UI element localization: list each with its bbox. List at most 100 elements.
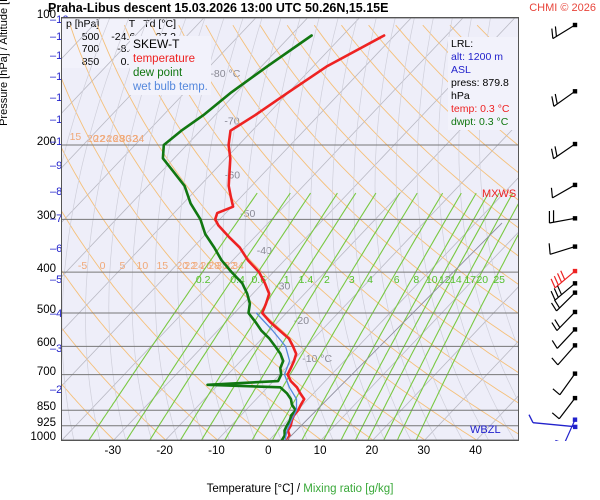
- svg-text:-50: -50: [240, 208, 255, 220]
- wind-barb[interactable]: [550, 141, 578, 160]
- wind-barb[interactable]: [551, 290, 578, 312]
- lrl-dewpoint: dwpt: 0.3 °C: [451, 116, 509, 129]
- wind-barb-staff: [557, 344, 576, 366]
- altitude-tick: –5: [50, 274, 63, 287]
- wind-barb[interactable]: [548, 210, 578, 224]
- wind-barb-point: [572, 22, 578, 28]
- temperature-tick: 30: [417, 445, 431, 457]
- wind-barb[interactable]: [551, 343, 578, 366]
- wind-barb[interactable]: [551, 22, 578, 40]
- wind-barb-flag: [550, 278, 556, 289]
- sounding-curves: [161, 34, 386, 440]
- wind-barb[interactable]: [548, 243, 578, 255]
- altitude-tick: –8: [50, 185, 63, 198]
- svg-text:4: 4: [367, 274, 373, 286]
- wind-barb-flag: [548, 243, 551, 255]
- svg-text:32: 32: [126, 133, 138, 145]
- altitude-tick: –2: [50, 384, 63, 397]
- reference-diagonal: [286, 222, 503, 440]
- wind-barb-staff: [564, 419, 576, 441]
- wind-barb[interactable]: [550, 268, 578, 289]
- wind-barb-point: [572, 290, 578, 295]
- wind-barb[interactable]: [551, 309, 578, 332]
- svg-text:24: 24: [100, 133, 112, 145]
- wind-barb-staff: [559, 373, 576, 396]
- lrl-temperature: temp: 0.3 °C: [451, 103, 510, 116]
- altitude-tick: –7: [50, 213, 63, 226]
- plot-area[interactable]: -80 °C -70 -60 -50 -40 -30 -20 -10 °C 20 22 24 26 28…: [61, 17, 519, 441]
- wind-barb-flag: [551, 28, 554, 39]
- legend-temperature-label: temperature: [133, 52, 196, 65]
- svg-text:22: 22: [184, 260, 196, 272]
- wind-barb[interactable]: [550, 182, 578, 199]
- wind-barb-point: [572, 89, 578, 94]
- table-cell: 850: [81, 55, 100, 68]
- isobar-lines: [62, 18, 518, 440]
- wind-barb-flag: [560, 270, 566, 280]
- svg-text:10: 10: [426, 274, 438, 286]
- svg-text:28: 28: [113, 133, 125, 145]
- svg-text:6: 6: [394, 274, 400, 286]
- wind-barb-flag: [554, 146, 558, 157]
- svg-text:20: 20: [476, 274, 488, 286]
- wind-barb[interactable]: [552, 371, 578, 396]
- wind-barb[interactable]: [555, 417, 578, 441]
- temperature-tick: 40: [469, 445, 482, 457]
- wind-barb-flag: [556, 273, 563, 283]
- wind-barb-mxws[interactable]: [550, 281, 578, 301]
- wind-barb[interactable]: [551, 89, 578, 107]
- wind-barb-flag: [553, 299, 561, 309]
- svg-text:2: 2: [324, 274, 330, 286]
- svg-text:17: 17: [464, 274, 476, 286]
- wind-barb-staff: [556, 329, 576, 349]
- wind-barb-point: [572, 417, 578, 422]
- wind-barb-flag: [551, 302, 558, 312]
- wind-barb-flag: [555, 439, 560, 441]
- mixing-ratio-lines: 0.20.40.611.423468101214172025: [88, 192, 518, 440]
- svg-text:5: 5: [120, 260, 126, 272]
- wind-barb-flag: [550, 290, 556, 301]
- wind-barb-flag: [553, 275, 559, 286]
- pressure-tick: 925: [36, 416, 56, 429]
- temperature-tick: -20: [156, 445, 173, 457]
- wind-barb-point: [572, 182, 578, 188]
- wind-barb-point: [572, 281, 578, 286]
- curve-temperature: [213, 34, 386, 440]
- table-header-cell: T: [128, 18, 136, 30]
- svg-text:14: 14: [450, 274, 462, 286]
- legend: SKEW-T temperature dew point wet bulb te…: [130, 36, 211, 95]
- svg-text:34: 34: [232, 260, 244, 272]
- table-cell: 700: [81, 43, 100, 56]
- wind-barb-flag: [553, 288, 559, 298]
- svg-text:28: 28: [208, 260, 220, 272]
- lrl-altitude: alt: 1200 m ASL: [451, 51, 503, 77]
- svg-text:1.4: 1.4: [299, 274, 314, 286]
- wind-barb-point: [572, 244, 578, 249]
- lrl-heading: LRL:: [451, 38, 474, 50]
- curve-dew-point: [161, 34, 313, 440]
- wind-barb-staff: [553, 90, 576, 107]
- table-cell: 500: [81, 31, 100, 44]
- wind-barb-staff: [553, 143, 576, 160]
- temperature-tick: 0: [265, 445, 272, 457]
- temperature-tick: -10: [208, 445, 225, 457]
- svg-text:24: 24: [192, 260, 204, 272]
- pressure-tick: 400: [36, 263, 56, 276]
- wind-barb-wbzl[interactable]: [528, 414, 578, 430]
- wind-barb-staff: [549, 246, 576, 255]
- x-axis-label-separator: /: [296, 483, 301, 495]
- wind-barb-point: [572, 309, 578, 315]
- wind-barb[interactable]: [551, 327, 578, 349]
- wind-barb-point: [572, 371, 578, 376]
- table-header-cell: p [hPa]: [66, 18, 100, 30]
- wind-barb-point: [572, 216, 578, 221]
- wind-barb-flag: [550, 148, 555, 159]
- wind-barb-point: [572, 141, 578, 147]
- wind-barb[interactable]: [551, 395, 578, 420]
- svg-text:3: 3: [349, 274, 355, 286]
- lrl-pressure: press: 879.8 hPa: [451, 77, 509, 103]
- skewt-plot-svg: -80 °C-70-60-50-40-30-20-10 °C2022242628…: [62, 18, 518, 440]
- wind-barb-column[interactable]: [519, 17, 600, 441]
- svg-text:32: 32: [224, 260, 236, 272]
